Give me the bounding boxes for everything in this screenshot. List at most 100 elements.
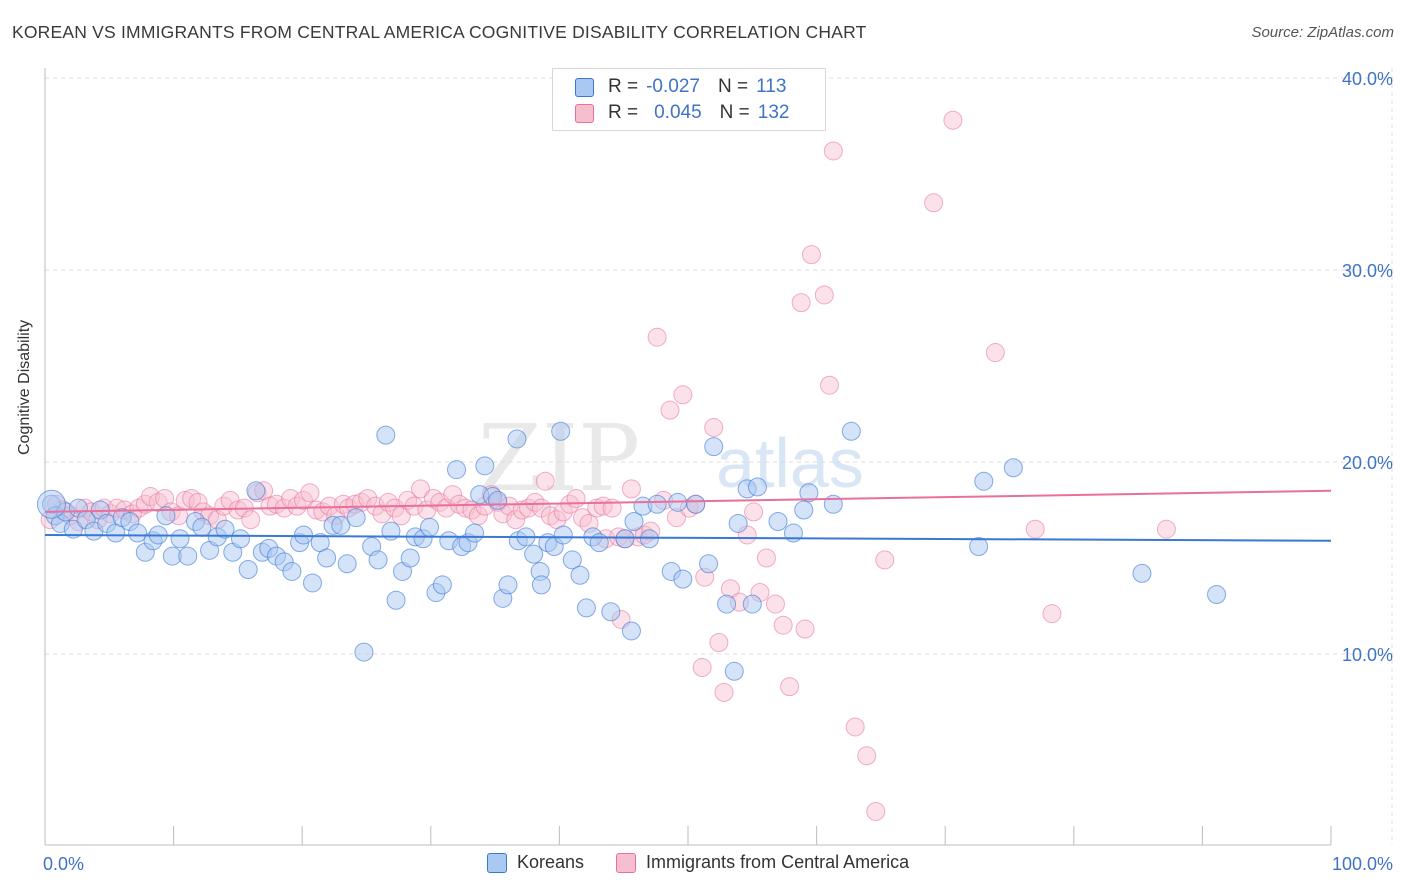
point-korean-4	[63, 519, 83, 539]
point-korean-25	[215, 519, 235, 539]
legend-item-koreans: Koreans	[487, 852, 584, 873]
y-tick-label-2: 30.0%	[1342, 261, 1393, 281]
point-korean-19	[170, 529, 190, 549]
point-central-america-109	[756, 548, 776, 568]
point-korean-42	[337, 554, 357, 574]
point-korean-36	[293, 525, 313, 545]
point-korean-101	[747, 477, 767, 497]
trend-line-koreans	[44, 533, 1332, 542]
point-korean-65	[488, 490, 508, 510]
point-korean-110	[1003, 458, 1023, 478]
point-central-america-115	[801, 245, 821, 265]
point-central-america-81	[566, 488, 586, 508]
point-korean-49	[386, 590, 406, 610]
point-central-america-103	[714, 682, 734, 702]
legend-n-value: 132	[757, 102, 790, 123]
point-korean-83	[601, 602, 621, 622]
point-korean-58	[447, 460, 467, 480]
point-korean-43	[346, 508, 366, 528]
legend-r-value: 0.045	[654, 102, 702, 123]
legend-row-central-america: R = 0.045 N = 132	[575, 101, 789, 125]
y-tick-label-3: 40.0%	[1342, 69, 1393, 89]
point-central-america-114	[795, 619, 815, 639]
series-legend: Koreans Immigrants from Central America	[487, 852, 941, 873]
point-korean-100	[742, 594, 762, 614]
legend-row-koreans: R = -0.027 N = 113	[575, 75, 786, 99]
point-korean-76	[551, 421, 571, 441]
point-central-america-111	[773, 615, 793, 635]
point-korean-13	[128, 523, 148, 543]
correlation-legend: R = -0.027 N = 113 R = 0.045 N = 132	[552, 68, 826, 131]
point-korean-112	[1207, 584, 1227, 604]
point-korean-22	[192, 517, 212, 537]
point-korean-80	[576, 598, 596, 618]
point-korean-63	[475, 456, 495, 476]
point-korean-51	[400, 548, 420, 568]
point-central-america-127	[1042, 604, 1062, 624]
point-central-america-39	[300, 483, 320, 503]
x-tick-label-0: 0.0%	[43, 854, 84, 874]
trend-lines	[44, 489, 1332, 542]
point-korean-27	[230, 529, 250, 549]
point-central-america-117	[819, 375, 839, 395]
point-korean-94	[699, 554, 719, 574]
point-korean-28	[238, 560, 258, 580]
point-central-america-124	[943, 110, 963, 130]
point-korean-46	[368, 550, 388, 570]
point-korean-47	[376, 425, 396, 445]
point-korean-85	[621, 621, 641, 641]
point-korean-88	[639, 529, 659, 549]
legend-label-koreans: Koreans	[517, 852, 585, 872]
point-central-america-125	[985, 343, 1005, 363]
point-central-america-113	[791, 293, 811, 313]
point-korean-61	[465, 523, 485, 543]
point-korean-109	[974, 471, 994, 491]
point-korean-17	[156, 506, 176, 526]
point-korean-73	[531, 575, 551, 595]
point-central-america-122	[875, 550, 895, 570]
point-korean-89	[647, 494, 667, 514]
point-korean-98	[728, 513, 748, 533]
point-korean-79	[570, 565, 590, 585]
point-central-america-40	[306, 500, 326, 520]
point-korean-77	[553, 525, 573, 545]
point-central-america-123	[924, 193, 944, 213]
point-central-america-129	[692, 657, 712, 677]
point-korean-41	[331, 515, 351, 535]
legend-r-label: R =	[608, 76, 639, 97]
point-korean-56	[432, 575, 452, 595]
point-korean-82	[589, 533, 609, 553]
point-korean-34	[282, 561, 302, 581]
legend-item-central-america: Immigrants from Central America	[616, 852, 909, 873]
point-central-america-118	[823, 141, 843, 161]
point-central-america-94	[647, 327, 667, 347]
point-korean-95	[704, 437, 724, 457]
point-korean-97	[724, 661, 744, 681]
trend-line-central-america	[44, 489, 1332, 513]
legend-swatch-blue	[575, 77, 594, 97]
point-central-america-61	[443, 485, 463, 505]
point-korean-111	[1132, 563, 1152, 583]
point-central-america-50	[372, 504, 392, 524]
point-central-america-128	[1156, 519, 1176, 539]
y-tick-label-0: 10.0%	[1342, 645, 1393, 665]
point-central-america-107	[744, 502, 764, 522]
legend-swatch-pink	[575, 103, 594, 123]
point-korean-44	[354, 642, 374, 662]
point-central-america-102	[704, 417, 724, 437]
source-label: Source: ZipAtlas.com	[1251, 24, 1394, 41]
point-korean-104	[794, 500, 814, 520]
legend-swatch-blue	[487, 852, 507, 873]
point-central-america-30	[241, 510, 261, 530]
point-korean-86	[624, 512, 644, 532]
point-korean-20	[178, 546, 198, 566]
series-koreans-points	[36, 421, 1227, 681]
axes	[44, 68, 1332, 846]
point-central-america-96	[660, 400, 680, 420]
legend-n-label: N =	[719, 102, 750, 123]
point-korean-29	[246, 481, 266, 501]
point-central-america-28	[228, 500, 248, 520]
point-korean-107	[841, 421, 861, 441]
point-central-america-116	[814, 285, 834, 305]
